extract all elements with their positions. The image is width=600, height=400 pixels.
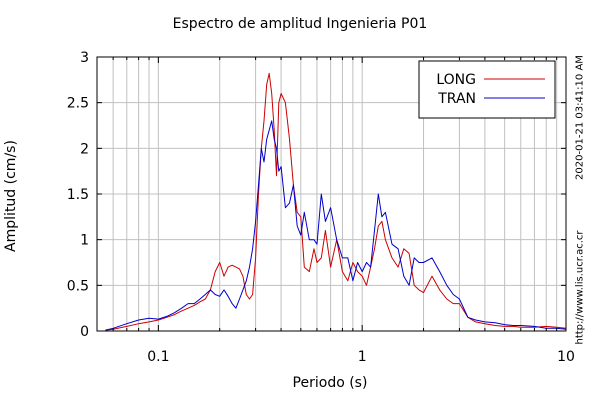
- url-annotation: http://www.lis.ucr.ac.cr: [574, 230, 586, 345]
- y-tick-label: 0: [80, 324, 89, 340]
- series-line-long: [105, 72, 567, 331]
- x-tick-label: 10: [557, 349, 575, 365]
- legend-label: TRAN: [437, 91, 476, 107]
- y-tick-label: 2: [80, 141, 89, 157]
- legend-label: LONG: [436, 72, 476, 88]
- chart-legend: LONG TRAN: [418, 60, 556, 119]
- x-tick-label: 1: [358, 349, 367, 365]
- chart-ticks: 0 0.5 1 1.5 2 2.5 3 0.1 1 10: [67, 50, 575, 365]
- y-tick-label: 0.5: [67, 278, 89, 294]
- legend-box: [418, 60, 556, 119]
- timestamp-annotation: 2020-01-21 03:41:10 AM: [574, 55, 586, 180]
- y-axis-label: Amplitud (cm/s): [3, 140, 19, 252]
- x-axis-label: Periodo (s): [292, 375, 368, 391]
- x-tick-label: 0.1: [147, 349, 169, 365]
- y-tick-label: 3: [80, 50, 89, 66]
- y-tick-label: 2.5: [67, 96, 89, 112]
- series-line-tran: [105, 120, 567, 331]
- chart-title: Espectro de amplitud Ingenieria P01: [172, 16, 428, 32]
- y-tick-label: 1: [80, 233, 89, 249]
- y-tick-label: 1.5: [67, 187, 89, 203]
- chart-series-group: [105, 72, 567, 331]
